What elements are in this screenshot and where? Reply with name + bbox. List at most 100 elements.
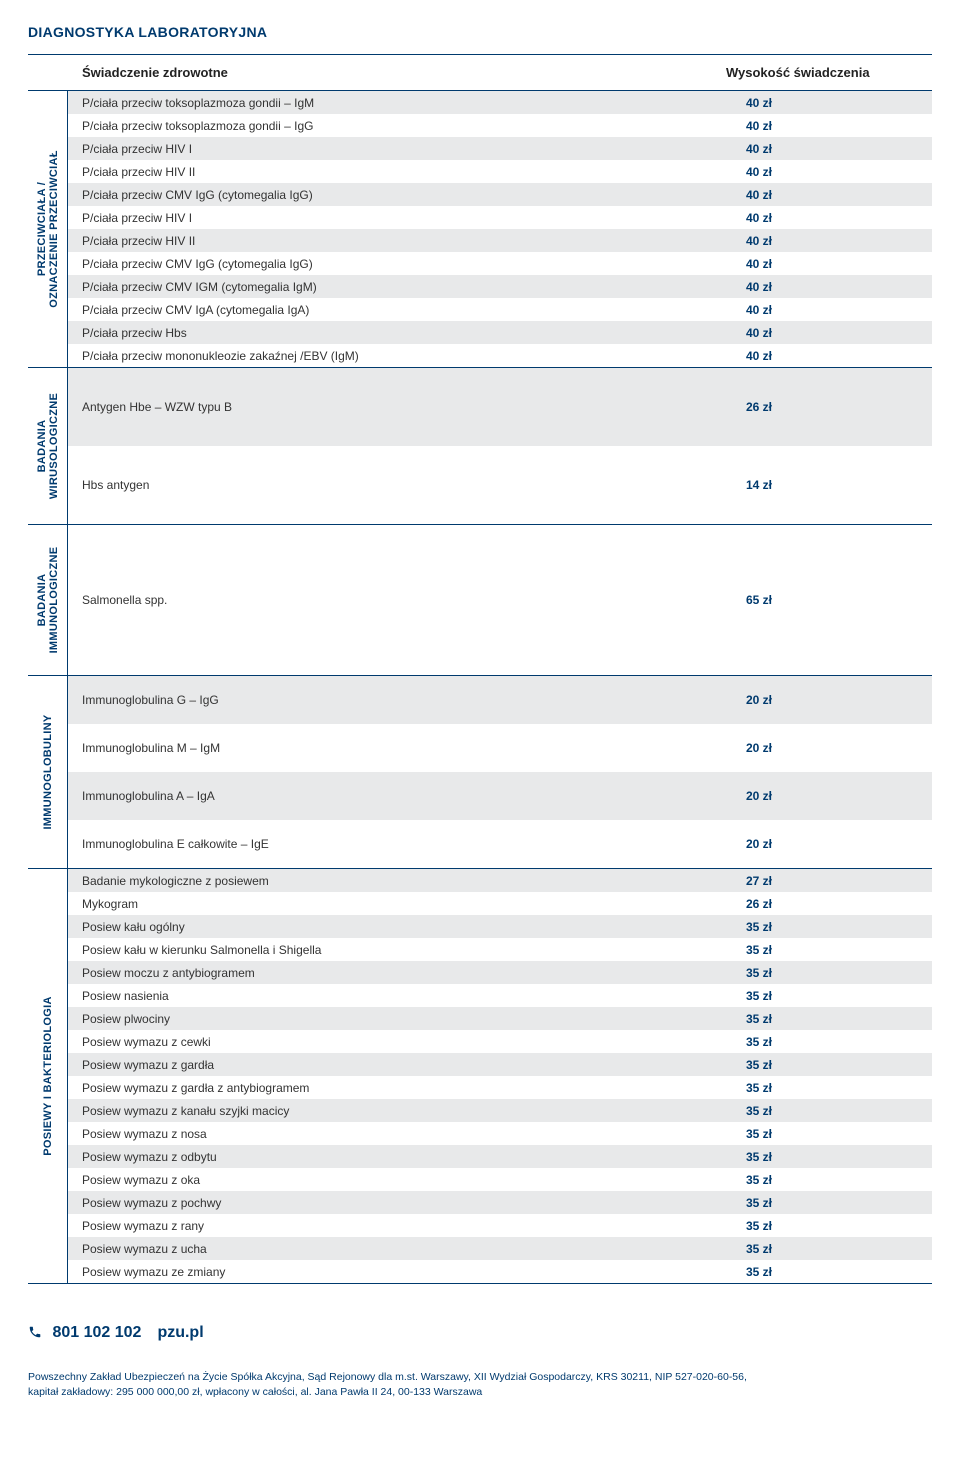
price-cell: 40 zł bbox=[732, 207, 932, 229]
service-cell: P/ciała przeciw mononukleozie zakaźnej /… bbox=[68, 345, 732, 367]
price-cell: 40 zł bbox=[732, 161, 932, 183]
service-cell: P/ciała przeciw HIV II bbox=[68, 230, 732, 252]
price-cell: 40 zł bbox=[732, 230, 932, 252]
table-row: P/ciała przeciw HIV I40 zł bbox=[68, 206, 932, 229]
category-column: PRZECIWCIAŁA /OZNACZENIE PRZECIWCIAŁ bbox=[28, 91, 68, 367]
price-cell: 35 zł bbox=[732, 1146, 932, 1168]
table-row: P/ciała przeciw mononukleozie zakaźnej /… bbox=[68, 344, 932, 367]
service-cell: Posiew kału ogólny bbox=[68, 916, 732, 938]
table-section: BADANIAWIRUSOLOGICZNEAntygen Hbe – WZW t… bbox=[28, 368, 932, 525]
service-cell: Immunoglobulina E całkowite – IgE bbox=[68, 833, 732, 855]
table-row: Posiew wymazu z nosa35 zł bbox=[68, 1122, 932, 1145]
category-label: BADANIAIMMUNOLOGICZNE bbox=[36, 547, 60, 654]
footer-legal-line2: kapitał zakładowy: 295 000 000,00 zł, wp… bbox=[28, 1385, 932, 1400]
table-row: Posiew wymazu z kanału szyjki macicy35 z… bbox=[68, 1099, 932, 1122]
header-spacer bbox=[28, 55, 68, 90]
table-row: Posiew wymazu z oka35 zł bbox=[68, 1168, 932, 1191]
table-section: BADANIAIMMUNOLOGICZNE Salmonella spp.65 z… bbox=[28, 525, 932, 676]
price-cell: 40 zł bbox=[732, 184, 932, 206]
footer-phone-number: 801 102 102 bbox=[52, 1324, 141, 1341]
price-cell: 35 zł bbox=[732, 1215, 932, 1237]
category-column: IMMUNOGLOBULINY bbox=[28, 676, 68, 868]
price-cell: 35 zł bbox=[732, 1192, 932, 1214]
rows-column: Badanie mykologiczne z posiewem27 złMyko… bbox=[68, 869, 932, 1283]
price-cell: 40 zł bbox=[732, 322, 932, 344]
price-cell: 65 zł bbox=[732, 589, 932, 611]
price-cell: 40 zł bbox=[732, 253, 932, 275]
service-cell: Posiew moczu z antybiogramem bbox=[68, 962, 732, 984]
price-cell: 14 zł bbox=[732, 474, 932, 496]
service-cell: Mykogram bbox=[68, 893, 732, 915]
price-cell: 35 zł bbox=[732, 1169, 932, 1191]
price-cell: 26 zł bbox=[732, 396, 932, 418]
price-cell: 20 zł bbox=[732, 737, 932, 759]
service-cell: Immunoglobulina G – IgG bbox=[68, 689, 732, 711]
table-row: Posiew moczu z antybiogramem35 zł bbox=[68, 961, 932, 984]
price-cell: 40 zł bbox=[732, 138, 932, 160]
price-cell: 35 zł bbox=[732, 916, 932, 938]
service-cell: Posiew wymazu z odbytu bbox=[68, 1146, 732, 1168]
price-cell: 40 zł bbox=[732, 299, 932, 321]
table-row: Immunoglobulina A – IgA20 zł bbox=[68, 772, 932, 820]
table-body: PRZECIWCIAŁA /OZNACZENIE PRZECIWCIAŁ P/ci… bbox=[28, 91, 932, 1284]
table-row: P/ciała przeciw CMV IgA (cytomegalia IgA… bbox=[68, 298, 932, 321]
table-row: Immunoglobulina E całkowite – IgE20 zł bbox=[68, 820, 932, 868]
price-cell: 35 zł bbox=[732, 1008, 932, 1030]
table-row: Posiew nasienia35 zł bbox=[68, 984, 932, 1007]
table-row: P/ciała przeciw toksoplazmoza gondii – I… bbox=[68, 114, 932, 137]
footer-legal: Powszechny Zakład Ubezpieczeń na Życie S… bbox=[28, 1370, 932, 1400]
footer-legal-line1: Powszechny Zakład Ubezpieczeń na Życie S… bbox=[28, 1370, 932, 1385]
category-column: BADANIAIMMUNOLOGICZNE bbox=[28, 525, 68, 675]
table-row: P/ciała przeciw HIV II40 zł bbox=[68, 160, 932, 183]
table-row: P/ciała przeciw CMV IGM (cytomegalia IgM… bbox=[68, 275, 932, 298]
table-row: P/ciała przeciw Hbs40 zł bbox=[68, 321, 932, 344]
table-row: Posiew wymazu ze zmiany35 zł bbox=[68, 1260, 932, 1283]
price-cell: 20 zł bbox=[732, 833, 932, 855]
service-cell: Posiew wymazu z rany bbox=[68, 1215, 732, 1237]
table-row: P/ciała przeciw HIV I40 zł bbox=[68, 137, 932, 160]
phone-icon bbox=[28, 1325, 42, 1339]
service-cell: Antygen Hbe – WZW typu B bbox=[68, 396, 732, 418]
service-cell: Posiew kału w kierunku Salmonella i Shig… bbox=[68, 939, 732, 961]
service-cell: P/ciała przeciw CMV IGM (cytomegalia IgM… bbox=[68, 276, 732, 298]
service-cell: P/ciała przeciw CMV IgG (cytomegalia IgG… bbox=[68, 184, 732, 206]
price-cell: 35 zł bbox=[732, 1054, 932, 1076]
rows-column: Antygen Hbe – WZW typu B26 złHbs antygen… bbox=[68, 368, 932, 524]
price-cell: 20 zł bbox=[732, 785, 932, 807]
footer-site: pzu.pl bbox=[157, 1324, 203, 1342]
service-cell: P/ciała przeciw Hbs bbox=[68, 322, 732, 344]
service-cell: P/ciała przeciw HIV I bbox=[68, 207, 732, 229]
footer-phone: 801 102 102 bbox=[28, 1324, 141, 1342]
table-row: P/ciała przeciw HIV II40 zł bbox=[68, 229, 932, 252]
service-cell: Posiew wymazu z oka bbox=[68, 1169, 732, 1191]
service-cell: P/ciała przeciw toksoplazmoza gondii – I… bbox=[68, 92, 732, 114]
table-row: Hbs antygen14 zł bbox=[68, 446, 932, 524]
service-cell: Posiew wymazu z ucha bbox=[68, 1238, 732, 1260]
table-section: PRZECIWCIAŁA /OZNACZENIE PRZECIWCIAŁ P/ci… bbox=[28, 91, 932, 368]
price-cell: 35 zł bbox=[732, 1100, 932, 1122]
price-cell: 35 zł bbox=[732, 985, 932, 1007]
service-cell: Immunoglobulina A – IgA bbox=[68, 785, 732, 807]
table-row: Posiew wymazu z rany35 zł bbox=[68, 1214, 932, 1237]
table-row: Badanie mykologiczne z posiewem27 zł bbox=[68, 869, 932, 892]
price-cell: 35 zł bbox=[732, 1077, 932, 1099]
table-section: IMMUNOGLOBULINYImmunoglobulina G – IgG20… bbox=[28, 676, 932, 869]
service-cell: Posiew wymazu ze zmiany bbox=[68, 1261, 732, 1283]
rows-column: Immunoglobulina G – IgG20 złImmunoglobul… bbox=[68, 676, 932, 868]
table-row: Posiew kału w kierunku Salmonella i Shig… bbox=[68, 938, 932, 961]
price-cell: 40 zł bbox=[732, 115, 932, 137]
service-cell: Salmonella spp. bbox=[68, 589, 732, 611]
category-label: PRZECIWCIAŁA /OZNACZENIE PRZECIWCIAŁ bbox=[36, 150, 60, 308]
service-cell: Posiew nasienia bbox=[68, 985, 732, 1007]
table-row: Salmonella spp.65 zł bbox=[68, 525, 932, 675]
table-row: Antygen Hbe – WZW typu B26 zł bbox=[68, 368, 932, 446]
category-label: IMMUNOGLOBULINY bbox=[42, 714, 54, 829]
service-cell: Posiew wymazu z pochwy bbox=[68, 1192, 732, 1214]
price-cell: 35 zł bbox=[732, 939, 932, 961]
service-cell: Immunoglobulina M – IgM bbox=[68, 737, 732, 759]
service-cell: Posiew wymazu z gardła z antybiogramem bbox=[68, 1077, 732, 1099]
price-cell: 35 zł bbox=[732, 1238, 932, 1260]
footer: 801 102 102 pzu.pl Powszechny Zakład Ube… bbox=[28, 1324, 932, 1400]
table-row: Immunoglobulina G – IgG20 zł bbox=[68, 676, 932, 724]
price-cell: 35 zł bbox=[732, 1261, 932, 1283]
